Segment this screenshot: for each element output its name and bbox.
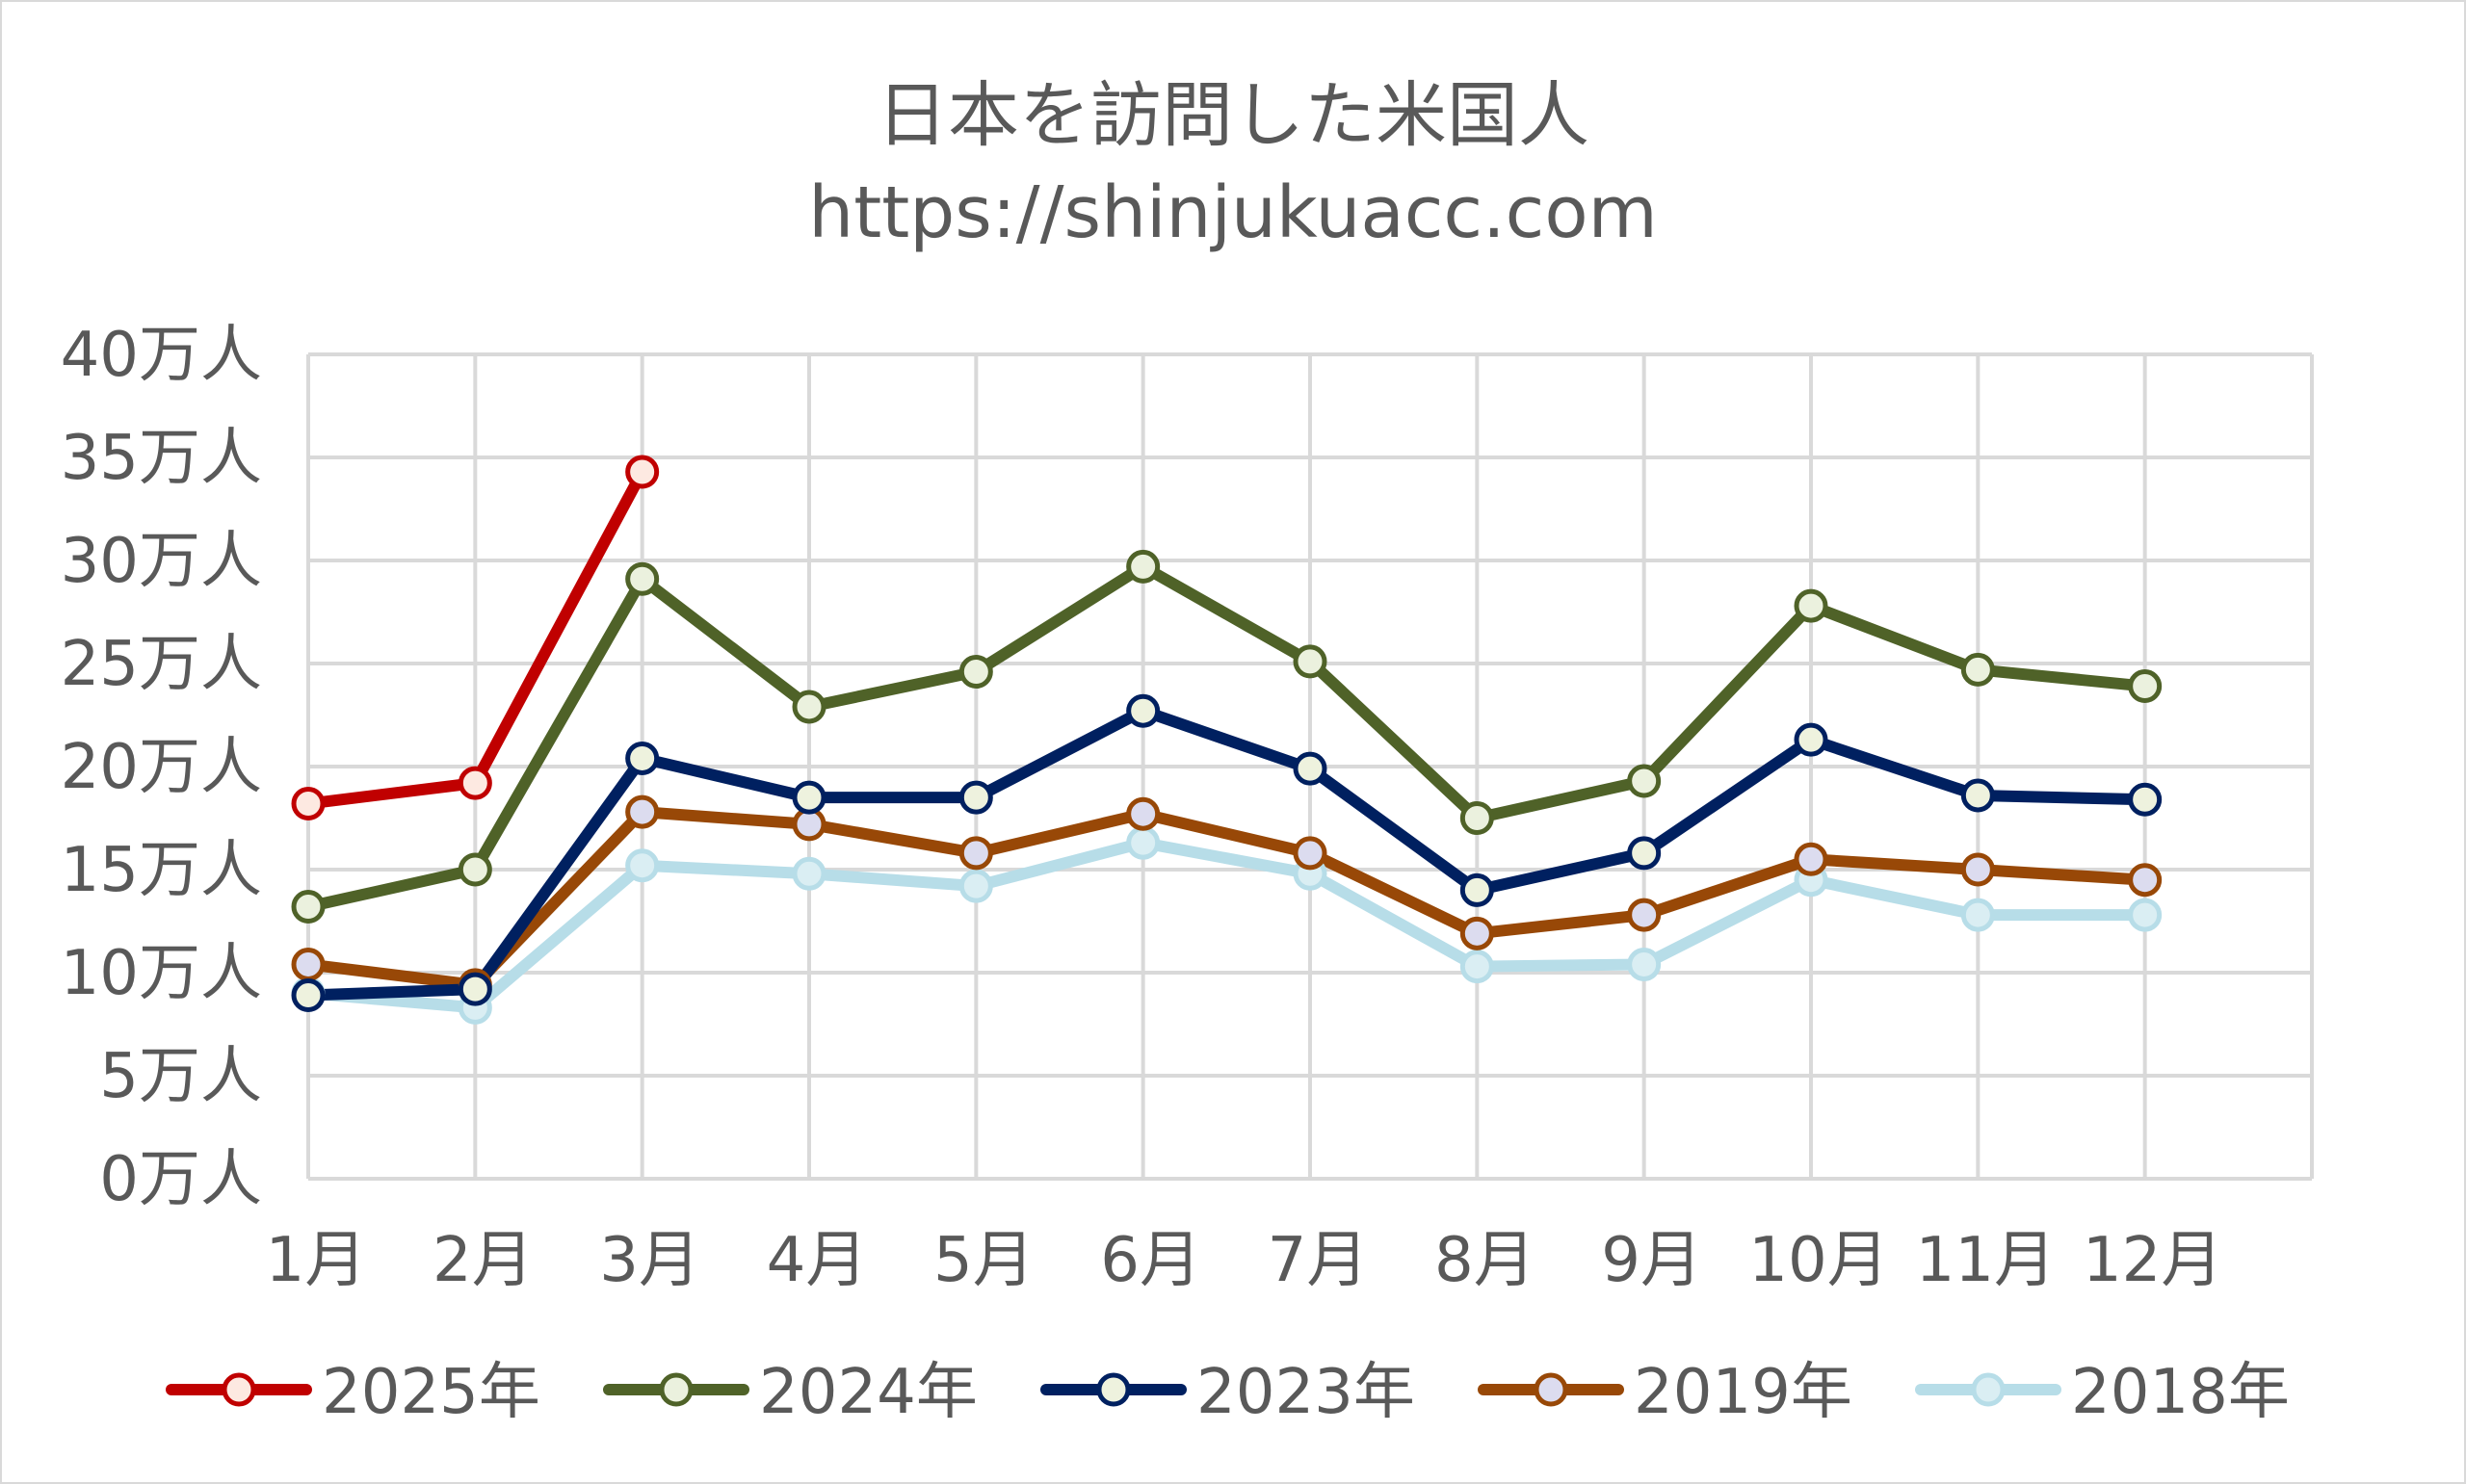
data-point xyxy=(625,455,660,489)
data-point xyxy=(458,852,492,887)
data-point xyxy=(1960,652,1995,687)
data-point xyxy=(1627,947,1662,981)
y-tick-label: 25万人 xyxy=(61,629,262,700)
legend-marker xyxy=(1534,1372,1568,1407)
data-point xyxy=(291,890,326,924)
data-point xyxy=(458,766,492,800)
data-point xyxy=(1627,898,1662,932)
y-tick-label: 40万人 xyxy=(61,320,262,391)
data-point xyxy=(958,655,993,690)
data-point xyxy=(1126,825,1161,860)
x-tick-label: 11月 xyxy=(1916,1225,2056,1296)
series-line xyxy=(302,560,2151,913)
data-point xyxy=(958,780,993,815)
data-point xyxy=(2128,669,2163,704)
legend-label: 2025年 xyxy=(322,1357,540,1428)
data-point xyxy=(2128,863,2163,898)
x-tick-label: 5月 xyxy=(933,1225,1035,1296)
series-line xyxy=(302,806,2151,991)
data-point xyxy=(1459,801,1494,835)
y-axis-labels: 0万人 5万人 10万人 15万人 20万人 25万人 30万人 35万人 40万人 xyxy=(61,320,262,1215)
y-tick-label: 5万人 xyxy=(99,1041,262,1112)
legend-label: 2024年 xyxy=(759,1357,978,1428)
data-point xyxy=(458,972,492,1006)
chart-subtitle: https://shinjukuacc.com xyxy=(808,171,1658,254)
chart-title: 日本を訪問した米国人 xyxy=(877,74,1589,157)
y-tick-label: 30万人 xyxy=(61,526,262,597)
data-point xyxy=(1794,842,1828,876)
data-point xyxy=(792,690,826,724)
x-tick-label: 9月 xyxy=(1601,1225,1702,1296)
legend: 2025年 2024年 2023年 2019年 2018年 xyxy=(166,1357,2290,1428)
data-point xyxy=(1459,950,1494,984)
x-tick-label: 8月 xyxy=(1434,1225,1535,1296)
series-lines xyxy=(302,465,2151,1014)
data-point xyxy=(291,947,326,981)
legend-marker xyxy=(659,1372,694,1407)
x-tick-label: 1月 xyxy=(266,1225,367,1296)
series-line xyxy=(302,705,2151,1002)
data-point xyxy=(2128,782,2163,817)
legend-label: 2019年 xyxy=(1634,1357,1852,1428)
data-point xyxy=(1126,549,1161,584)
data-point xyxy=(1293,836,1327,871)
data-point xyxy=(625,561,660,596)
x-axis-labels: 1月 2月 3月 4月 5月 6月 7月 8月 9月 10月 11月 12月 xyxy=(266,1225,2223,1296)
series-line xyxy=(302,837,2151,1014)
y-tick-label: 20万人 xyxy=(61,732,262,803)
data-point xyxy=(291,978,326,1013)
data-point xyxy=(1627,764,1662,798)
data-point xyxy=(1126,796,1161,831)
data-point xyxy=(291,787,326,821)
legend-label: 2023年 xyxy=(1196,1357,1415,1428)
data-point xyxy=(1293,644,1327,679)
x-tick-label: 7月 xyxy=(1268,1225,1369,1296)
legend-marker xyxy=(1096,1372,1131,1407)
data-point xyxy=(625,794,660,829)
series-markers xyxy=(291,455,2163,1025)
x-tick-label: 4月 xyxy=(767,1225,868,1296)
x-tick-label: 3月 xyxy=(599,1225,700,1296)
y-tick-label: 10万人 xyxy=(61,938,262,1009)
data-point xyxy=(792,856,826,891)
legend-marker xyxy=(222,1372,256,1407)
y-tick-label: 15万人 xyxy=(61,835,262,906)
data-point xyxy=(625,848,660,883)
data-point xyxy=(792,780,826,815)
data-point xyxy=(958,869,993,903)
x-tick-label: 6月 xyxy=(1100,1225,1201,1296)
y-tick-label: 35万人 xyxy=(61,423,262,494)
data-point xyxy=(1459,872,1494,907)
x-tick-label: 2月 xyxy=(433,1225,534,1296)
data-point xyxy=(1960,898,1995,932)
data-point xyxy=(1293,751,1327,786)
x-tick-label: 10月 xyxy=(1748,1225,1888,1296)
y-tick-label: 0万人 xyxy=(99,1144,262,1215)
data-point xyxy=(625,741,660,775)
legend-label: 2018年 xyxy=(2071,1357,2290,1428)
data-point xyxy=(1126,693,1161,728)
data-point xyxy=(1960,778,1995,813)
data-point xyxy=(1794,588,1828,623)
x-tick-label: 12月 xyxy=(2083,1225,2222,1296)
data-point xyxy=(2128,898,2163,932)
data-point xyxy=(1627,836,1662,871)
data-point xyxy=(1960,852,1995,887)
data-point xyxy=(1459,916,1494,950)
data-point xyxy=(1794,722,1828,757)
legend-marker xyxy=(1971,1372,2006,1407)
data-point xyxy=(958,836,993,871)
